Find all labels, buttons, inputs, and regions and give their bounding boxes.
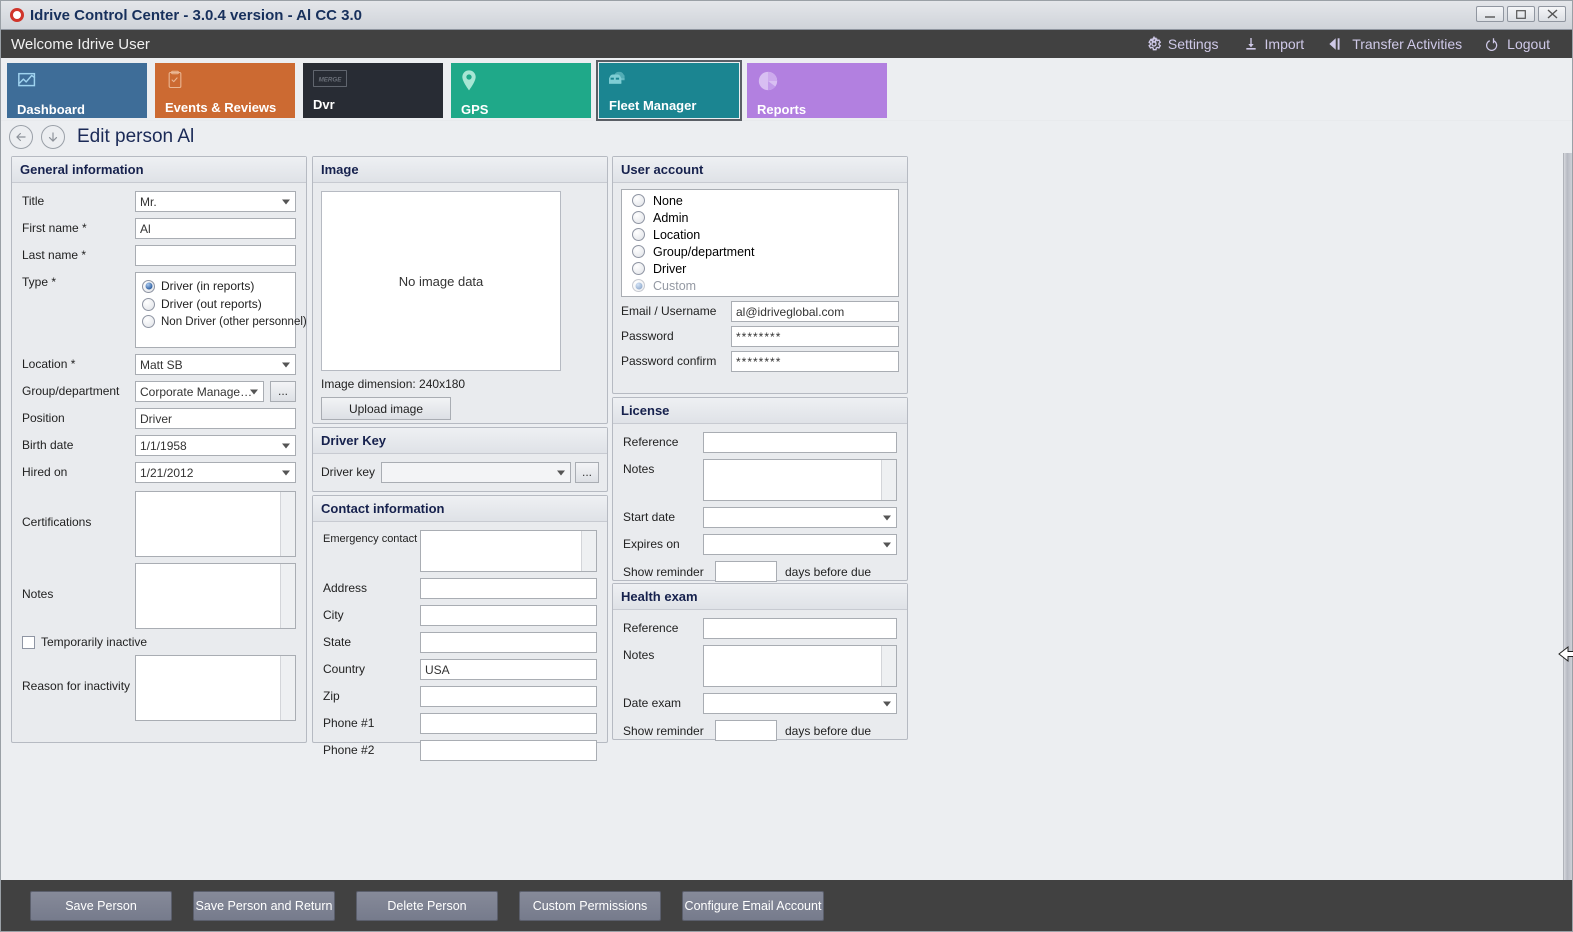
svg-text:MERGE: MERGE [319, 76, 343, 83]
